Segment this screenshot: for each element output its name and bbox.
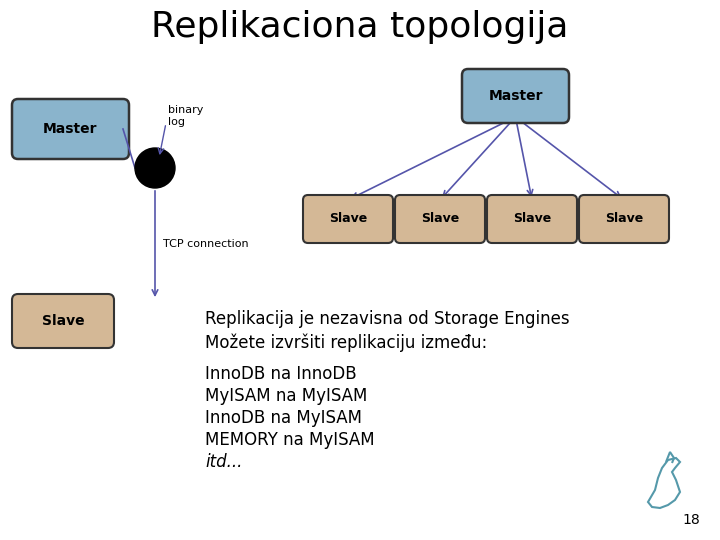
Text: Slave: Slave — [421, 213, 459, 226]
Text: Replikacija je nezavisna od Storage Engines: Replikacija je nezavisna od Storage Engi… — [205, 310, 570, 328]
Text: Master: Master — [488, 89, 543, 103]
Text: Slave: Slave — [42, 314, 84, 328]
Text: TCP connection: TCP connection — [163, 239, 248, 249]
Text: 18: 18 — [683, 513, 700, 527]
Text: MEMORY na MyISAM: MEMORY na MyISAM — [205, 431, 374, 449]
FancyBboxPatch shape — [303, 195, 393, 243]
Circle shape — [135, 148, 175, 188]
FancyBboxPatch shape — [12, 99, 129, 159]
Text: Master: Master — [43, 122, 98, 136]
FancyBboxPatch shape — [487, 195, 577, 243]
Text: Replikaciona topologija: Replikaciona topologija — [151, 10, 569, 44]
FancyBboxPatch shape — [462, 69, 569, 123]
FancyBboxPatch shape — [12, 294, 114, 348]
Text: InnoDB na InnoDB: InnoDB na InnoDB — [205, 365, 356, 383]
Text: Slave: Slave — [329, 213, 367, 226]
Text: itd...: itd... — [205, 453, 243, 471]
Text: Možete izvršiti replikaciju između:: Možete izvršiti replikaciju između: — [205, 333, 487, 352]
FancyBboxPatch shape — [579, 195, 669, 243]
Text: MyISAM na MyISAM: MyISAM na MyISAM — [205, 387, 367, 405]
Text: InnoDB na MyISAM: InnoDB na MyISAM — [205, 409, 362, 427]
Text: Slave: Slave — [605, 213, 643, 226]
FancyBboxPatch shape — [395, 195, 485, 243]
Text: binary
log: binary log — [168, 105, 203, 126]
Text: Slave: Slave — [513, 213, 551, 226]
